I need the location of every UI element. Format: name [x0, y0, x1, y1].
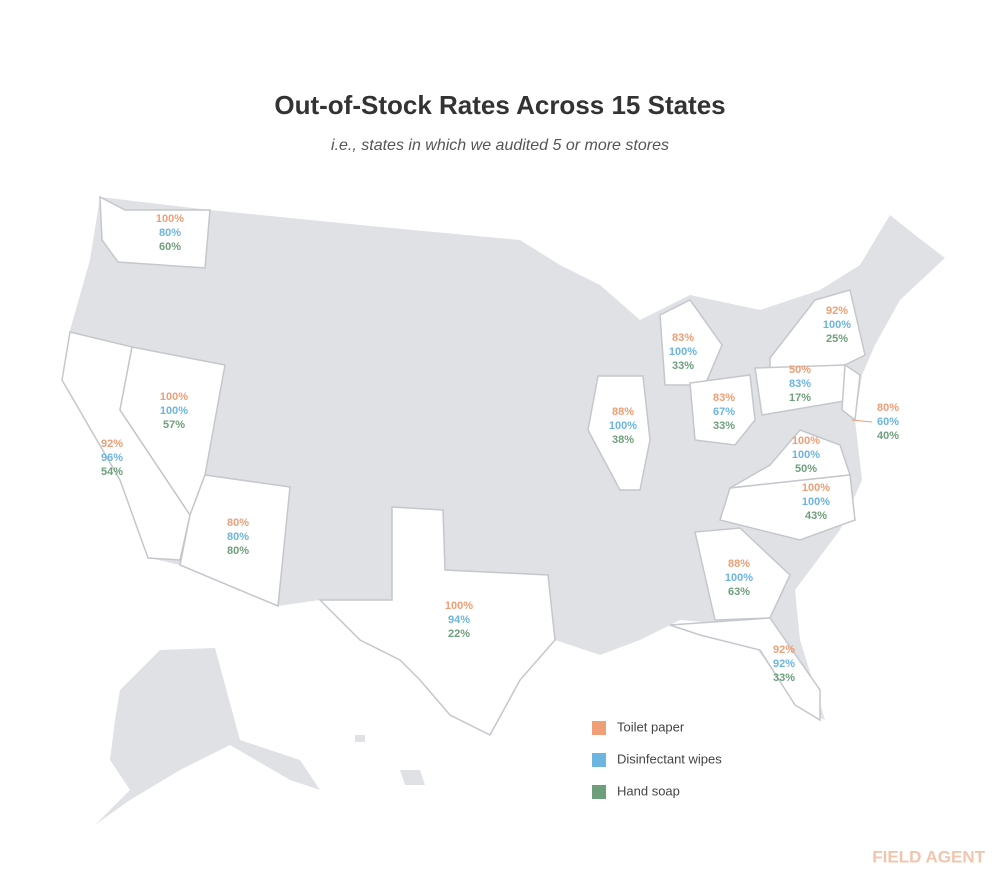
state-value-label: 67% — [713, 406, 735, 418]
state-value-label: 100% — [160, 405, 188, 417]
state-value-label: 83% — [789, 378, 811, 390]
state-outlines — [61, 195, 873, 736]
state-value-label: 33% — [672, 360, 694, 372]
state-value-label: 88% — [612, 406, 634, 418]
state-value-label: 40% — [877, 430, 899, 442]
legend-swatch — [592, 721, 606, 735]
state-value-label: 80% — [159, 227, 181, 239]
state-value-label: 83% — [713, 392, 735, 404]
brand-logo: FIELD AGENT — [872, 847, 985, 866]
state-value-label: 100% — [792, 435, 820, 447]
state-value-label: 50% — [795, 463, 817, 475]
legend-label: Disinfectant wipes — [617, 751, 722, 766]
state-fl — [669, 617, 821, 722]
state-value-label: 92% — [826, 305, 848, 317]
state-value-label: 94% — [448, 614, 470, 626]
state-value-label: 100% — [609, 420, 637, 432]
legend-swatch — [592, 753, 606, 767]
state-value-label: 38% — [612, 434, 634, 446]
state-value-label: 100% — [669, 346, 697, 358]
state-az — [179, 474, 291, 608]
state-ga — [694, 527, 791, 621]
state-value-label: 100% — [445, 600, 473, 612]
state-value-label: 100% — [792, 449, 820, 461]
legend-swatch — [592, 785, 606, 799]
state-value-label: 57% — [163, 419, 185, 431]
state-value-label: 25% — [826, 333, 848, 345]
state-value-label: 100% — [802, 482, 830, 494]
state-mi — [659, 299, 723, 386]
state-value-label: 17% — [789, 392, 811, 404]
state-value-label: 60% — [877, 416, 899, 428]
state-value-label: 100% — [823, 319, 851, 331]
state-wa — [99, 195, 211, 269]
state-value-label: 33% — [773, 672, 795, 684]
state-value-label: 83% — [672, 332, 694, 344]
state-nc — [719, 474, 856, 541]
state-va — [729, 429, 852, 489]
state-value-label: 33% — [713, 420, 735, 432]
title: Out-of-Stock Rates Across 15 States — [274, 90, 725, 120]
state-nj — [841, 363, 861, 422]
state-value-label: 80% — [227, 531, 249, 543]
state-value-label: 80% — [227, 517, 249, 529]
state-value-label: 100% — [160, 391, 188, 403]
state-value-label: 92% — [773, 644, 795, 656]
state-value-label: 43% — [805, 510, 827, 522]
state-value-label: 100% — [725, 572, 753, 584]
state-value-label: 92% — [101, 438, 123, 450]
state-value-label: 100% — [802, 496, 830, 508]
state-tx — [318, 506, 556, 736]
state-value-label: 22% — [448, 628, 470, 640]
state-value-label: 80% — [227, 545, 249, 557]
state-value-label: 63% — [728, 586, 750, 598]
state-value-label: 50% — [789, 364, 811, 376]
leader-line — [851, 419, 873, 423]
state-value-label: 96% — [101, 452, 123, 464]
subtitle: i.e., states in which we audited 5 or mo… — [331, 137, 669, 154]
state-value-label: 88% — [728, 558, 750, 570]
state-value-label: 80% — [877, 402, 899, 414]
state-oh — [689, 374, 756, 446]
legend-label: Hand soap — [617, 783, 680, 798]
state-value-label: 100% — [156, 213, 184, 225]
state-value-label: 92% — [773, 658, 795, 670]
state-value-label: 60% — [159, 241, 181, 253]
state-il — [587, 375, 651, 491]
legend-label: Toilet paper — [617, 719, 685, 734]
state-value-label: 54% — [101, 466, 123, 478]
